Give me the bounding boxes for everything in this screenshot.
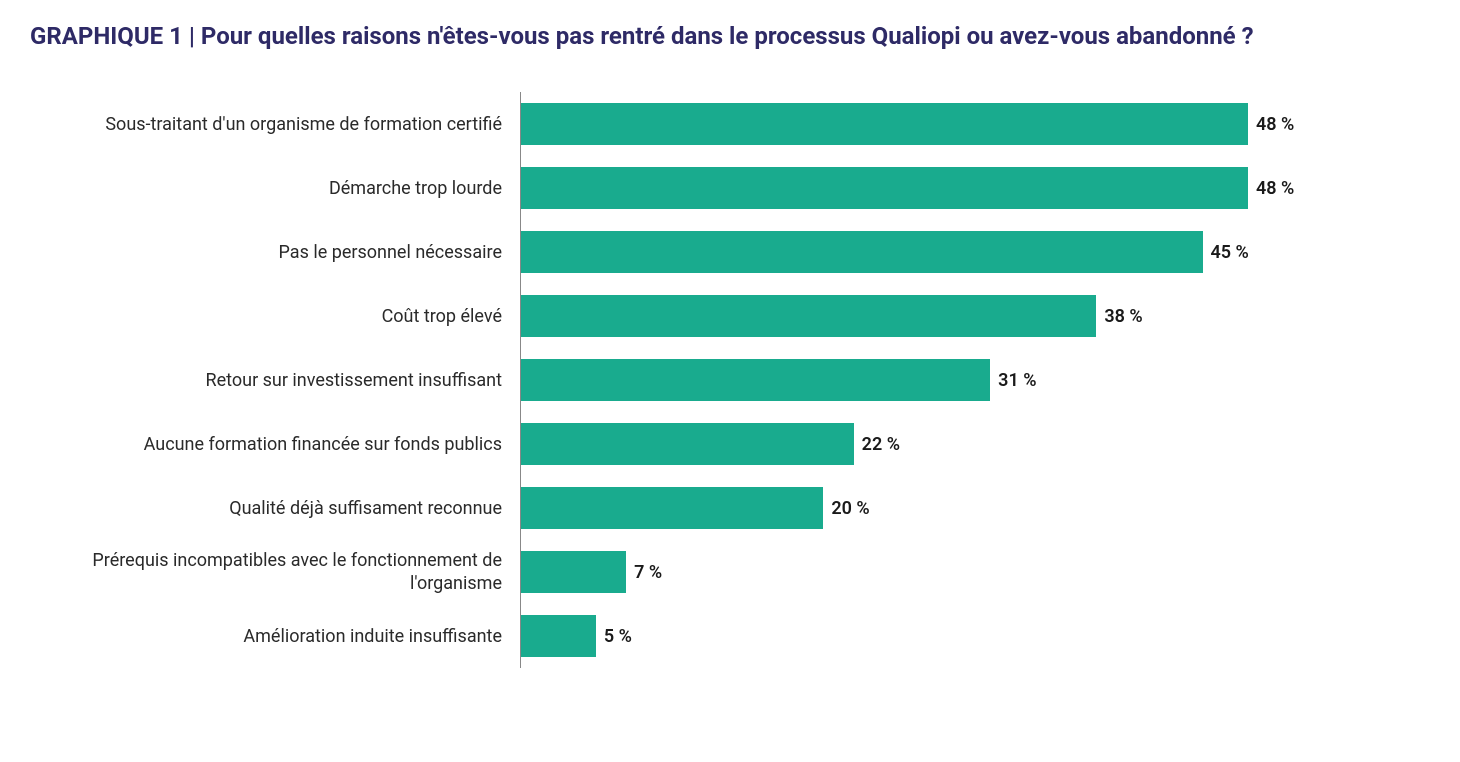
chart-label: Démarche trop lourde [30,156,520,220]
axis-line [520,476,521,540]
chart-value: 48 % [1248,114,1294,135]
chart-label: Aucune formation financée sur fonds publ… [30,412,520,476]
chart-bar-area: 22 % [520,412,1430,476]
chart-value: 7 % [626,562,662,583]
chart-row: Amélioration induite insuffisante 5 % [30,604,1430,668]
chart-title: GRAPHIQUE 1 | Pour quelles raisons n'ête… [30,20,1430,52]
chart-bar [520,423,854,465]
chart-bar-area: 31 % [520,348,1430,412]
chart-bar [520,487,823,529]
chart-bar [520,167,1248,209]
chart-bar-area: 5 % [520,604,1430,668]
chart-value: 22 % [854,434,900,455]
chart-row: Démarche trop lourde 48 % [30,156,1430,220]
axis-line [520,348,521,412]
chart-bar [520,551,626,593]
axis-line [520,220,521,284]
chart-row: Retour sur investissement insuffisant 31… [30,348,1430,412]
chart-bar [520,231,1203,273]
chart-value: 48 % [1248,178,1294,199]
chart-value: 31 % [990,370,1036,391]
chart-bar [520,359,990,401]
chart-value: 20 % [823,498,869,519]
chart-value: 38 % [1096,306,1142,327]
chart-label: Prérequis incompatibles avec le fonction… [30,540,520,604]
chart-row: Sous-traitant d'un organisme de formatio… [30,92,1430,156]
chart-value: 5 % [596,626,632,647]
chart-row: Qualité déjà suffisament reconnue 20 % [30,476,1430,540]
chart-bar-area: 48 % [520,156,1430,220]
chart-bar-area: 48 % [520,92,1430,156]
chart-label: Qualité déjà suffisament reconnue [30,476,520,540]
chart-bar [520,103,1248,145]
chart-bar-area: 7 % [520,540,1430,604]
chart-label: Retour sur investissement insuffisant [30,348,520,412]
chart-label: Sous-traitant d'un organisme de formatio… [30,92,520,156]
chart-label: Coût trop élevé [30,284,520,348]
chart-value: 45 % [1203,242,1249,263]
chart-row: Coût trop élevé 38 % [30,284,1430,348]
axis-line [520,604,521,668]
chart-row: Pas le personnel nécessaire 45 % [30,220,1430,284]
chart-bar-area: 45 % [520,220,1430,284]
axis-line [520,156,521,220]
chart-label: Pas le personnel nécessaire [30,220,520,284]
chart-bar-area: 20 % [520,476,1430,540]
axis-line [520,92,521,156]
axis-line [520,284,521,348]
axis-line [520,412,521,476]
chart-label: Amélioration induite insuffisante [30,604,520,668]
bar-chart: Sous-traitant d'un organisme de formatio… [30,92,1430,668]
chart-bar-area: 38 % [520,284,1430,348]
chart-bar [520,615,596,657]
axis-line [520,540,521,604]
chart-row: Aucune formation financée sur fonds publ… [30,412,1430,476]
chart-bar [520,295,1096,337]
chart-row: Prérequis incompatibles avec le fonction… [30,540,1430,604]
